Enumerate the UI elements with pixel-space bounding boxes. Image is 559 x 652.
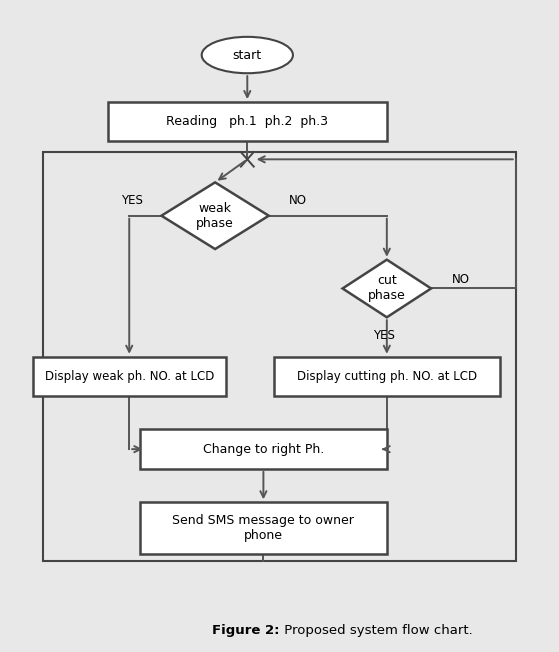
Text: Reading   ph.1  ph.2  ph.3: Reading ph.1 ph.2 ph.3 [166, 115, 328, 128]
FancyBboxPatch shape [140, 430, 387, 469]
Text: YES: YES [373, 329, 395, 342]
Text: YES: YES [121, 194, 143, 207]
Text: Change to right Ph.: Change to right Ph. [203, 443, 324, 456]
FancyBboxPatch shape [32, 357, 226, 396]
Text: cut
phase: cut phase [368, 274, 406, 303]
Text: Display weak ph. NO. at LCD: Display weak ph. NO. at LCD [45, 370, 214, 383]
Text: start: start [233, 48, 262, 61]
Polygon shape [162, 183, 269, 249]
Text: Send SMS message to owner
phone: Send SMS message to owner phone [173, 514, 354, 542]
Text: Display cutting ph. NO. at LCD: Display cutting ph. NO. at LCD [297, 370, 477, 383]
Text: weak
phase: weak phase [196, 201, 234, 230]
FancyBboxPatch shape [274, 357, 500, 396]
FancyBboxPatch shape [140, 502, 387, 554]
Ellipse shape [202, 37, 293, 73]
Polygon shape [343, 259, 431, 318]
Text: NO: NO [289, 194, 307, 207]
Text: Proposed system flow chart.: Proposed system flow chart. [280, 624, 472, 637]
Text: Figure 2:: Figure 2: [212, 624, 280, 637]
FancyBboxPatch shape [108, 102, 387, 141]
Text: NO: NO [452, 273, 470, 286]
